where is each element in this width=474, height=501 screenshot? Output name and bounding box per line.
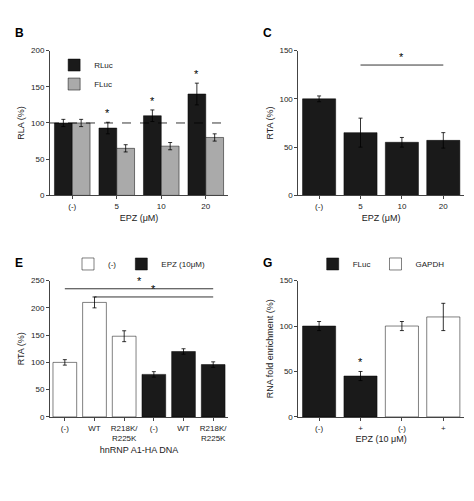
svg-text:RTA (%): RTA (%) [265,106,275,139]
svg-text:RTA (%): RTA (%) [16,332,26,365]
svg-text:50: 50 [35,155,44,164]
svg-text:(-): (-) [150,424,158,433]
svg-text:0: 0 [288,191,293,200]
svg-text:250: 250 [31,276,45,285]
svg-text:EPZ (10μM): EPZ (10μM) [161,260,205,269]
svg-text:0: 0 [40,413,45,422]
svg-text:*: * [150,95,155,107]
svg-text:50: 50 [284,143,293,152]
svg-text:(-): (-) [108,260,116,269]
svg-text:EPZ (10 μM): EPZ (10 μM) [356,434,407,444]
svg-text:RNA fold enrichment (%): RNA fold enrichment (%) [265,299,275,398]
svg-text:20: 20 [439,202,448,211]
svg-text:C: C [263,26,272,40]
svg-text:GAPDH: GAPDH [415,260,444,269]
svg-text:150: 150 [279,276,293,285]
svg-text:WT: WT [177,424,190,433]
svg-text:RLA (%): RLA (%) [16,106,26,140]
svg-text:+: + [358,424,363,433]
svg-text:100: 100 [31,119,45,128]
svg-text:hnRNP A1-HA DNA: hnRNP A1-HA DNA [100,445,178,455]
svg-text:100: 100 [279,322,293,331]
svg-text:*: * [399,51,404,63]
svg-text:FLuc: FLuc [353,260,371,269]
svg-text:WT: WT [88,424,101,433]
svg-text:150: 150 [279,46,293,55]
svg-text:20: 20 [201,202,210,211]
svg-text:FLuc: FLuc [94,80,112,89]
svg-text:(-): (-) [68,202,76,211]
svg-text:EPZ (μM): EPZ (μM) [362,213,401,223]
svg-text:200: 200 [31,304,45,313]
svg-text:B: B [15,26,24,40]
svg-text:50: 50 [35,385,44,394]
svg-text:R218K/R225K: R218K/R225K [111,424,138,443]
svg-text:*: * [137,275,142,287]
svg-text:150: 150 [31,83,45,92]
svg-text:(-): (-) [315,424,323,433]
svg-text:R218K/R225K: R218K/R225K [200,424,227,443]
svg-text:(-): (-) [315,202,323,211]
svg-text:100: 100 [279,95,293,104]
svg-text:100: 100 [31,358,45,367]
svg-text:200: 200 [31,46,45,55]
svg-text:0: 0 [40,191,45,200]
svg-text:10: 10 [157,202,166,211]
svg-text:RLuc: RLuc [94,61,113,70]
svg-text:(-): (-) [398,424,406,433]
svg-text:E: E [15,256,23,270]
svg-text:*: * [194,68,199,80]
svg-text:G: G [263,256,272,270]
svg-text:5: 5 [115,202,120,211]
svg-text:5: 5 [358,202,363,211]
svg-text:150: 150 [31,331,45,340]
svg-text:EPZ (μM): EPZ (μM) [120,213,159,223]
svg-text:*: * [105,107,110,119]
svg-text:10: 10 [397,202,406,211]
svg-text:50: 50 [284,367,293,376]
svg-text:+: + [441,424,446,433]
svg-text:0: 0 [288,413,293,422]
svg-text:(-): (-) [61,424,69,433]
svg-text:*: * [358,356,363,368]
svg-text:*: * [151,283,156,295]
